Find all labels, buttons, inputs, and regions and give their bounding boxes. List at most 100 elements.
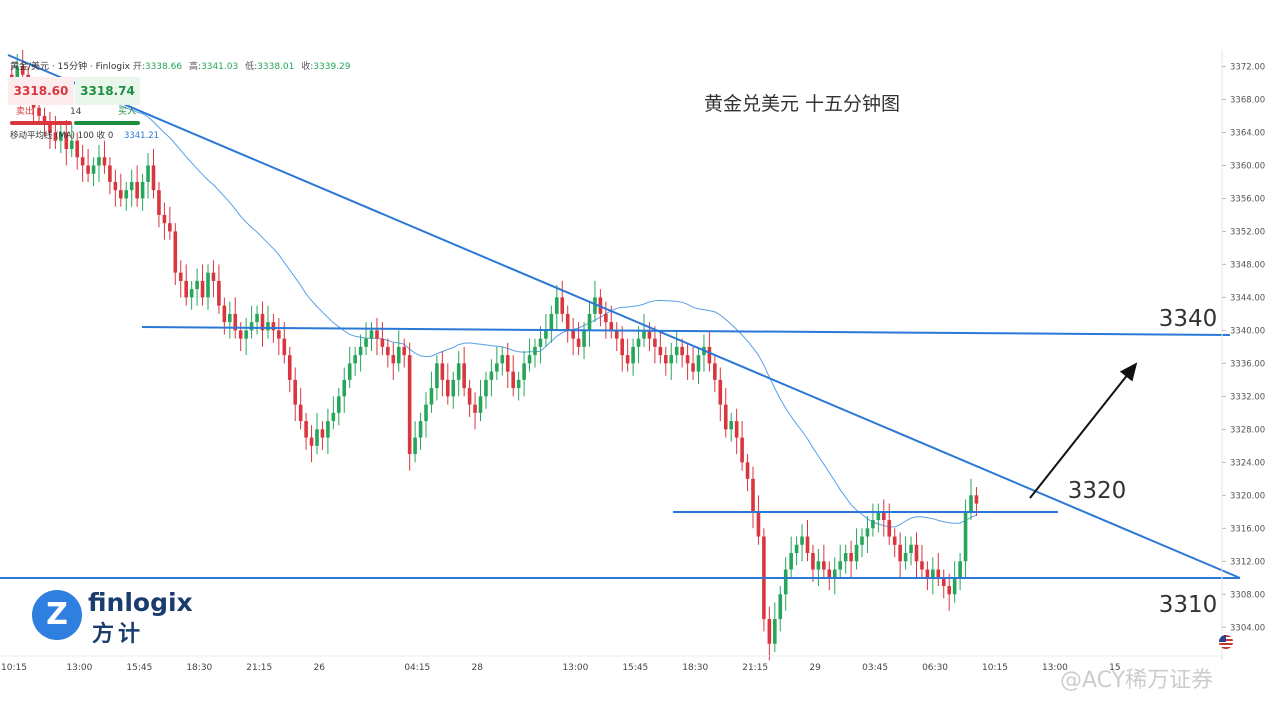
candle-body: [887, 520, 892, 537]
candle-body: [244, 330, 248, 339]
candle-body: [200, 280, 205, 298]
y-tick-label: 3356.00: [1230, 194, 1265, 204]
candle-body: [631, 346, 635, 364]
candle-body: [729, 421, 733, 430]
candle-body: [560, 297, 565, 314]
candle-body: [80, 157, 85, 166]
candle-body: [113, 181, 118, 191]
high-value: 3341.03: [201, 62, 239, 72]
candle-body: [478, 396, 483, 413]
y-tick-label: 3348.00: [1230, 260, 1265, 270]
buy-price-button[interactable]: 3318.74: [75, 77, 140, 105]
y-tick-label: 3312.00: [1230, 557, 1265, 567]
candle-body: [233, 313, 238, 331]
candle-body: [854, 544, 859, 562]
candle-body: [800, 536, 804, 545]
candle-body: [86, 165, 90, 174]
candle-body: [48, 124, 52, 133]
candle-body: [909, 544, 913, 554]
candle-body: [740, 437, 744, 463]
candle-body: [222, 305, 227, 323]
candle-body: [467, 388, 472, 405]
candle-body: [549, 313, 554, 331]
price-axis: 3304.00 3308.00 3312.00 3316.00 3320.00 3324.…: [1221, 50, 1265, 660]
candle-body: [811, 553, 815, 570]
y-tick-label: 3304.00: [1230, 623, 1265, 633]
candle-body: [876, 511, 881, 521]
candle-body: [129, 181, 134, 191]
candle-body: [97, 157, 101, 166]
candle-body: [805, 536, 810, 554]
candle-body: [778, 594, 783, 620]
candle-body: [587, 313, 592, 331]
candle-body: [931, 569, 935, 578]
x-tick-label: 13:00: [66, 663, 92, 673]
x-tick-label: 15:45: [622, 663, 648, 673]
candle-body: [500, 355, 505, 364]
candle-body: [189, 289, 194, 298]
y-tick-label: 3368.00: [1230, 95, 1265, 105]
x-tick-label: 29: [809, 663, 821, 673]
candle-body: [947, 586, 951, 595]
candle-body: [249, 322, 254, 331]
candle-body: [620, 338, 624, 356]
candle-body: [337, 396, 341, 413]
candle-body: [42, 115, 47, 125]
candle-body: [773, 619, 777, 644]
candle-body: [522, 363, 526, 380]
y-tick-label: 3360.00: [1230, 161, 1265, 171]
candle-body: [315, 429, 319, 446]
candle-body: [255, 313, 259, 323]
candle-body: [511, 371, 515, 389]
level-label-3340: 3340: [1159, 306, 1218, 332]
candle-body: [429, 388, 434, 405]
candle-body: [914, 544, 919, 562]
candle-body: [865, 528, 870, 537]
candle-body: [582, 330, 586, 347]
candle-body: [347, 363, 352, 380]
candle-body: [266, 322, 270, 331]
candle-body: [849, 553, 853, 562]
y-tick-label: 3372.00: [1230, 62, 1265, 72]
candle-body: [718, 379, 723, 405]
candle-body: [37, 107, 41, 116]
symbol-header: 黄金/美元 · 15分钟 · Finlogix 开:3338.66 高:3341…: [10, 59, 355, 72]
indicator-label: 移动平均线 (MA) 100 收 0: [10, 131, 114, 141]
candle-body: [157, 190, 161, 215]
candle-body: [206, 272, 210, 298]
candle-body: [282, 338, 287, 356]
buy-bar: [74, 121, 140, 125]
candle-body: [298, 404, 303, 422]
x-tick-label: 21:15: [742, 663, 768, 673]
candle-body: [396, 346, 401, 364]
candle-body: [614, 330, 619, 339]
candle-body: [636, 338, 641, 347]
candle-body: [669, 355, 674, 364]
candle-body: [462, 363, 466, 389]
candle-body: [451, 379, 456, 397]
candle-body: [544, 330, 548, 339]
candle-body: [380, 338, 385, 347]
x-tick-label: 18:30: [682, 663, 708, 673]
candle-body: [696, 355, 701, 372]
candle-body: [15, 66, 20, 83]
candle-body: [369, 330, 374, 339]
y-tick-label: 3344.00: [1230, 293, 1265, 303]
candle-body: [20, 66, 25, 75]
candle-body: [827, 569, 832, 578]
candle-body: [184, 280, 188, 298]
sell-price-button[interactable]: 3318.60: [8, 77, 74, 105]
x-tick-label: 28: [472, 663, 484, 673]
y-tick-label: 3320.00: [1230, 491, 1265, 501]
moving-average-line: [66, 77, 977, 528]
candle-body: [664, 355, 668, 364]
candle-body: [484, 379, 488, 397]
x-tick-label: 15: [1109, 663, 1120, 673]
candle-body: [963, 511, 968, 562]
close-label: 收:: [301, 62, 314, 72]
finlogix-logo: Z finlogix 方计: [32, 586, 232, 647]
candle-body: [407, 355, 412, 455]
candle-body: [565, 313, 570, 331]
y-tick-label: 3328.00: [1230, 425, 1265, 435]
candle-body: [271, 322, 276, 331]
